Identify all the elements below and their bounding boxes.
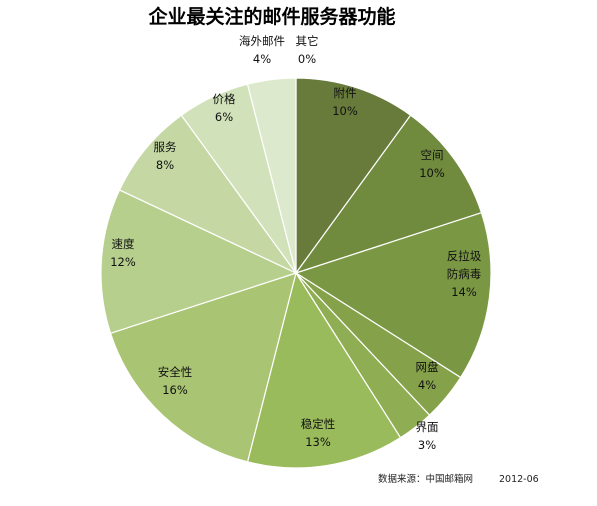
slice-name-label: 稳定性 — [301, 417, 336, 431]
slice-label-6: 安全性 16% — [158, 365, 193, 397]
slice-name-label: 界面 — [416, 420, 439, 434]
slice-name-label: 安全性 — [158, 365, 193, 379]
source-note: 数据来源：中国邮箱网 — [378, 473, 473, 485]
slice-label-8: 服务 8% — [154, 140, 177, 172]
slice-label-7: 速度 12% — [110, 237, 136, 269]
slice-name-label: 空间 — [421, 148, 444, 162]
slice-name-label: 反拉圾 — [447, 249, 482, 263]
slice-label-9: 价格 6% — [213, 92, 236, 124]
slice-value-label: 4% — [418, 378, 436, 392]
slice-name-label: 其它 — [296, 34, 319, 48]
chart-title: 企业最关注的邮件服务器功能 — [147, 5, 395, 28]
pie-slice-0 — [295, 77, 412, 275]
slice-value-label: 14% — [451, 285, 477, 299]
slice-label-4: 界面 3% — [416, 420, 439, 452]
slice-value-label: 12% — [110, 255, 136, 269]
pie-slice-10 — [246, 77, 297, 274]
slice-name-label: 网盘 — [416, 360, 439, 374]
pie-slice-8 — [118, 114, 297, 274]
slice-name-label: 服务 — [154, 140, 177, 154]
slice-value-label: 3% — [418, 438, 436, 452]
pie-slice-7 — [100, 189, 298, 335]
pie-slice-5 — [246, 271, 402, 469]
slice-name-label: 防病毒 — [447, 267, 482, 281]
slice-name-label: 价格 — [213, 92, 236, 106]
slice-value-label: 8% — [156, 158, 174, 172]
slice-value-label: 16% — [162, 383, 188, 397]
pie-slice-2 — [294, 211, 492, 379]
slice-label-10: 海外邮件 4% — [239, 34, 285, 66]
slice-value-label: 6% — [215, 110, 233, 124]
slice-label-1: 空间 10% — [419, 148, 445, 180]
slice-label-3: 网盘 4% — [416, 360, 439, 392]
slice-label-5: 稳定性 13% — [301, 417, 336, 449]
slice-name-label: 附件 — [334, 86, 357, 100]
slice-name-label: 海外邮件 — [239, 34, 285, 48]
pie-slice-1 — [294, 114, 483, 275]
slice-label-2: 反拉圾防病毒 14% — [447, 249, 482, 299]
source-date: 2012-06 — [499, 474, 539, 485]
slice-label-11: 其它 0% — [296, 34, 319, 66]
slice-value-label: 4% — [253, 52, 271, 66]
pie-slices — [100, 77, 492, 469]
slice-value-label: 0% — [298, 52, 316, 66]
slice-value-label: 10% — [419, 166, 445, 180]
pie-slice-6 — [109, 272, 297, 463]
pie-labels: 附件 10% 空间 10% 反拉圾防病毒 14% 网盘 4% 界面 3% 稳定性 13% 安全性 16% 速… — [110, 34, 482, 452]
slice-value-label: 10% — [332, 104, 358, 118]
slice-label-0: 附件 10% — [332, 86, 358, 118]
slice-name-label: 速度 — [112, 237, 135, 251]
slice-value-label: 13% — [305, 435, 331, 449]
